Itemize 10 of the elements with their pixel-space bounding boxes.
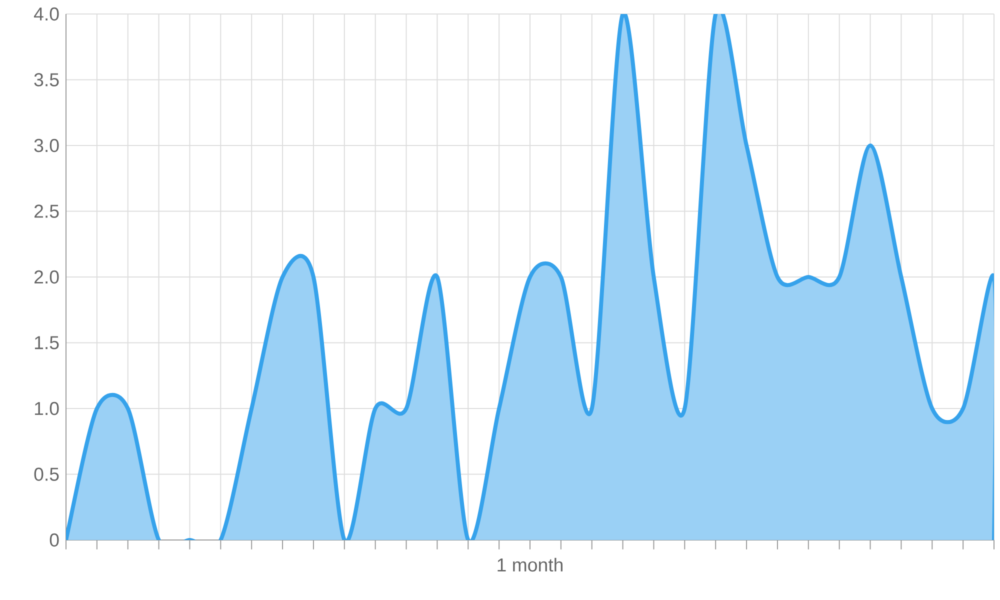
y-tick-label: 1.0 bbox=[34, 402, 59, 416]
y-tick-label: 0 bbox=[50, 533, 59, 547]
y-tick-label: 4.0 bbox=[34, 7, 59, 21]
y-tick-label: 1.5 bbox=[34, 336, 59, 350]
y-tick-label: 3.5 bbox=[34, 73, 59, 86]
x-axis-title: 1 month bbox=[498, 558, 563, 572]
y-tick-label: 2.5 bbox=[34, 204, 59, 218]
y-tick-label: 0.5 bbox=[34, 468, 59, 481]
y-tick-label: 3.0 bbox=[34, 138, 59, 152]
y-tick-label: 2.0 bbox=[34, 270, 59, 284]
